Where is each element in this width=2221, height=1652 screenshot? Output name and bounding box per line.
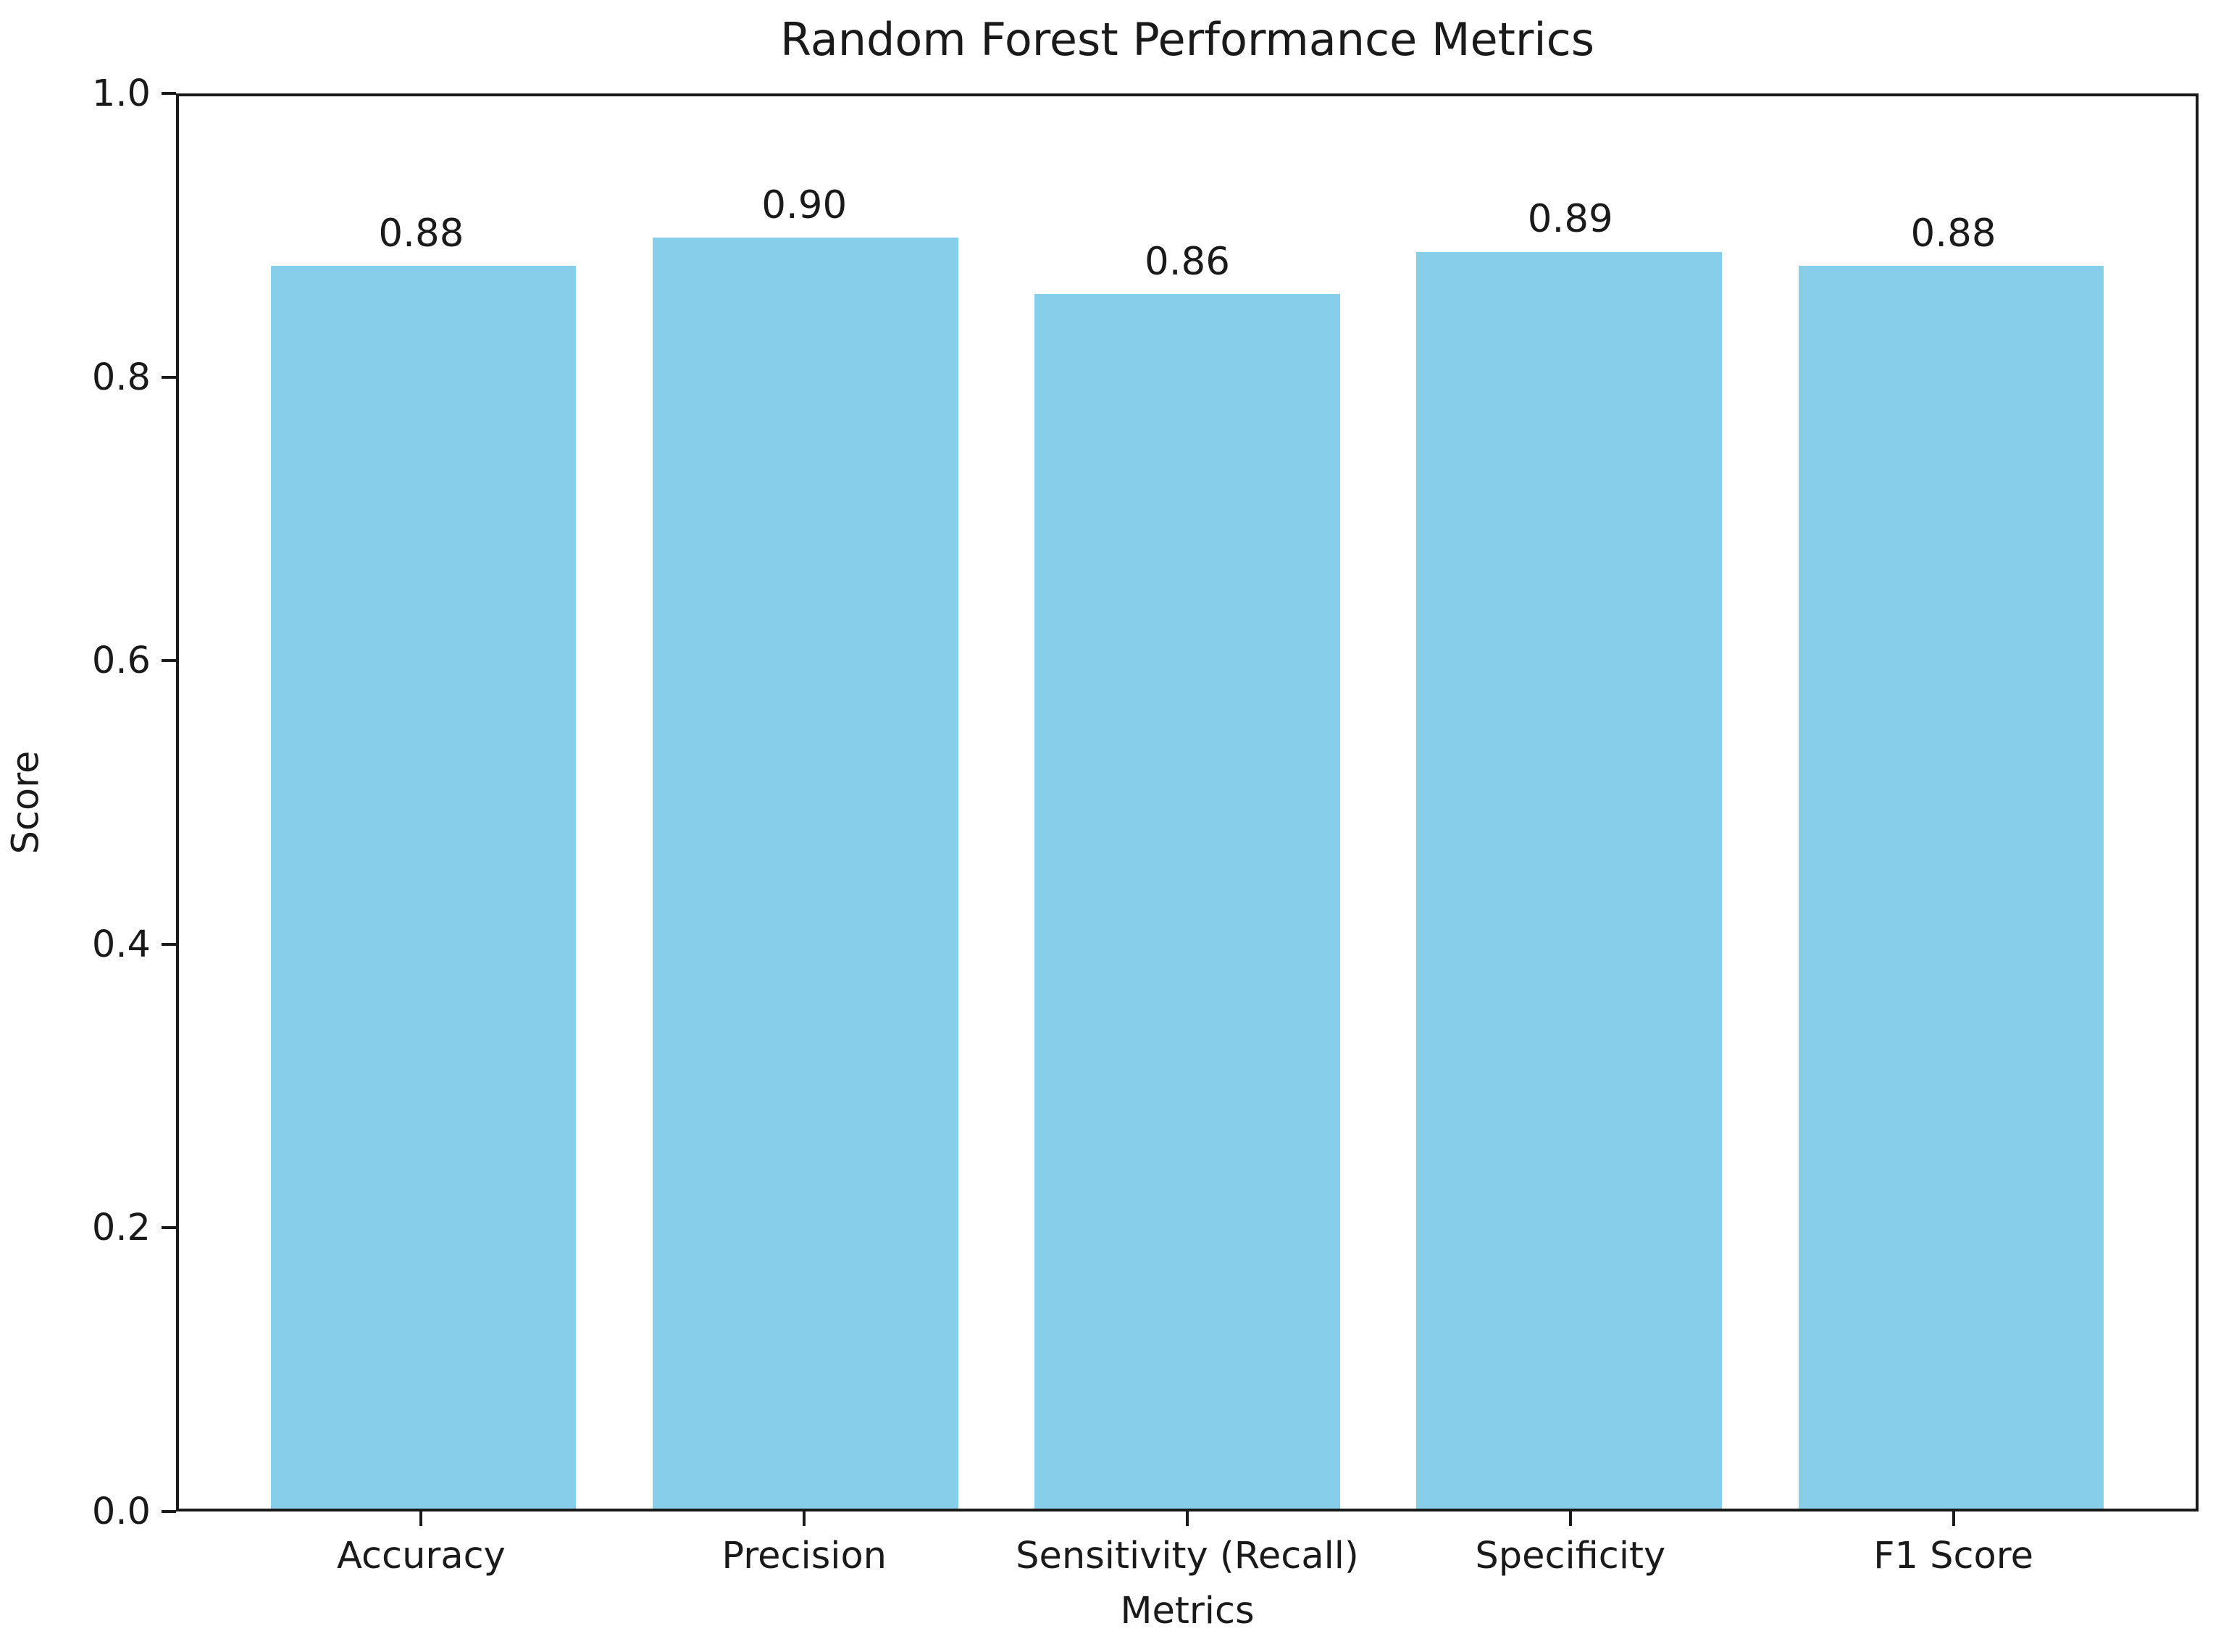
- y-tick-label: 1.0: [91, 72, 151, 115]
- bar: [1416, 251, 1723, 1509]
- y-tick-label: 0.4: [91, 923, 151, 966]
- bar: [1798, 266, 2104, 1509]
- x-axis-label: Metrics: [1120, 1590, 1255, 1632]
- bar-value-label: 0.88: [378, 211, 464, 256]
- x-tick-mark: [1568, 1511, 1572, 1526]
- bar-value-label: 0.90: [761, 183, 848, 227]
- x-tick-label: Sensitivity (Recall): [1016, 1535, 1359, 1577]
- bar-value-label: 0.86: [1144, 240, 1231, 285]
- x-tick-label: Specificity: [1475, 1535, 1666, 1577]
- y-tick-label: 0.2: [91, 1207, 151, 1250]
- x-tick-label: F1 Score: [1873, 1535, 2033, 1577]
- y-tick-label: 0.0: [91, 1490, 151, 1533]
- y-tick-label: 0.6: [91, 640, 151, 683]
- x-tick-mark: [419, 1511, 423, 1526]
- bar: [652, 238, 958, 1509]
- chart-title: Random Forest Performance Metrics: [779, 13, 1595, 66]
- x-tick-label: Precision: [721, 1535, 887, 1577]
- x-tick-mark: [1186, 1511, 1189, 1526]
- bar-value-label: 0.88: [1910, 211, 1996, 256]
- y-tick-label: 0.8: [91, 356, 151, 399]
- y-tick-mark: [162, 659, 176, 663]
- bar: [270, 266, 577, 1509]
- y-tick-mark: [162, 1510, 176, 1513]
- bar: [1034, 294, 1340, 1509]
- y-tick-mark: [162, 942, 176, 946]
- plot-area: [176, 93, 2199, 1511]
- y-tick-mark: [162, 375, 176, 379]
- y-tick-mark: [162, 1226, 176, 1230]
- bar-value-label: 0.89: [1527, 197, 1613, 242]
- x-tick-mark: [1952, 1511, 1955, 1526]
- y-tick-mark: [162, 92, 176, 95]
- x-tick-label: Accuracy: [337, 1535, 506, 1577]
- y-axis-label: Score: [4, 750, 48, 855]
- x-tick-mark: [803, 1511, 806, 1526]
